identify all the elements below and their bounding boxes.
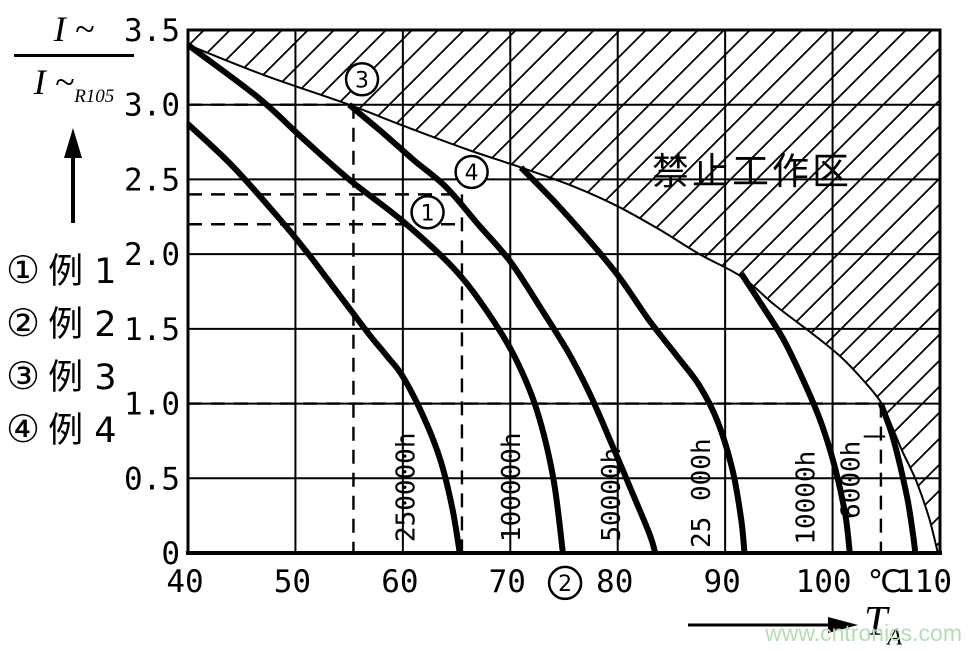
curve-25000h — [518, 165, 748, 554]
rated-condition-subscript: R105 — [74, 86, 115, 108]
lifetime-curves: 250000h 100000h 50000h 25 000h 10000h 6000h — [185, 42, 919, 554]
limit-envelope — [187, 43, 939, 554]
circled-3-icon: ③ — [6, 354, 41, 398]
marker-circle — [410, 195, 445, 230]
ac-tilde: ~ — [54, 62, 75, 102]
y-tick-label: 3.0 — [124, 88, 180, 124]
x-tick-label: 60 — [381, 564, 418, 600]
current-symbol: I — [53, 9, 66, 49]
example-marker-2: 2 — [547, 565, 583, 601]
x-tick-label: 40 — [166, 564, 203, 600]
x-tick-label: 80 — [596, 564, 633, 600]
x-tick-label: 50 — [274, 564, 311, 600]
curve-10000h — [738, 271, 853, 554]
curve-label: 10000h — [791, 451, 821, 545]
legend-label: 例 4 — [48, 411, 117, 451]
circled-4-icon: ④ — [6, 407, 41, 451]
y-tick-label: 2.5 — [124, 162, 180, 198]
curve-label: 25 000h — [687, 438, 717, 548]
curve-6000h — [878, 402, 919, 554]
x-axis-unit: ℃ — [868, 564, 903, 600]
forbidden-region — [188, 30, 940, 553]
temperature-symbol: TA — [864, 599, 902, 650]
example-marker-4: 4 — [454, 154, 489, 190]
temperature-letter: T — [864, 599, 888, 645]
y-tick-label: 0 — [161, 536, 180, 572]
curve-label: 250000h — [392, 433, 422, 543]
y-axis-numerator: I ~ — [8, 8, 140, 54]
marker-number: 3 — [355, 68, 369, 93]
marker-number: 4 — [465, 161, 479, 186]
x-tick-label: 90 — [703, 564, 740, 600]
fraction-bar — [14, 54, 134, 57]
legend-label: 例 1 — [48, 252, 117, 292]
right-arrow-icon — [688, 616, 858, 633]
ambient-subscript: A — [887, 624, 903, 651]
example-markers: 1 2 3 4 — [344, 62, 583, 601]
circled-1-icon: ① — [6, 248, 41, 292]
curve-label: 6000h — [836, 441, 866, 519]
marker-circle — [454, 154, 489, 190]
curve-50000h — [347, 102, 659, 554]
forbidden-region-label: 禁止工作区 — [652, 150, 852, 193]
curve-label: 100000h — [497, 433, 527, 543]
current-symbol: I — [33, 62, 46, 102]
marker-circle — [547, 565, 583, 601]
x-tick-label: 110 — [896, 564, 952, 600]
x-tick-label: 70 — [489, 564, 526, 600]
up-arrow-icon — [64, 128, 82, 223]
y-tick-label: 2.0 — [124, 237, 180, 273]
curve-label: 50000h — [597, 448, 627, 542]
legend-label: 例 3 — [48, 358, 117, 398]
y-tick-label: 0.5 — [124, 461, 180, 497]
marker-number: 2 — [558, 572, 572, 597]
marker-number: 1 — [421, 201, 435, 226]
example-marker-1: 1 — [410, 195, 445, 230]
ac-tilde: ~ — [74, 9, 95, 49]
curve-100000h — [186, 42, 566, 554]
y-tick-label: 1.5 — [124, 312, 180, 348]
y-axis-title: I ~ I ~R105 — [8, 8, 140, 108]
circled-2-icon: ② — [6, 301, 41, 345]
watermark: www.cntronics.com — [765, 620, 962, 646]
x-tick-label: 100 — [796, 564, 852, 600]
y-axis-denominator: I ~R105 — [8, 57, 140, 108]
curve-250000h — [185, 121, 463, 554]
tick-labels: 40 50 60 70 80 90 100 110℃3.53.02.52.01.51.00.5… — [124, 13, 952, 600]
y-tick-label: 3.5 — [124, 13, 180, 49]
x-axis-title: TA — [686, 598, 902, 651]
marker-circle — [344, 62, 380, 97]
example-marker-3: 3 — [344, 62, 380, 97]
y-tick-label: 1.0 — [124, 387, 180, 423]
legend-label: 例 2 — [48, 305, 117, 345]
